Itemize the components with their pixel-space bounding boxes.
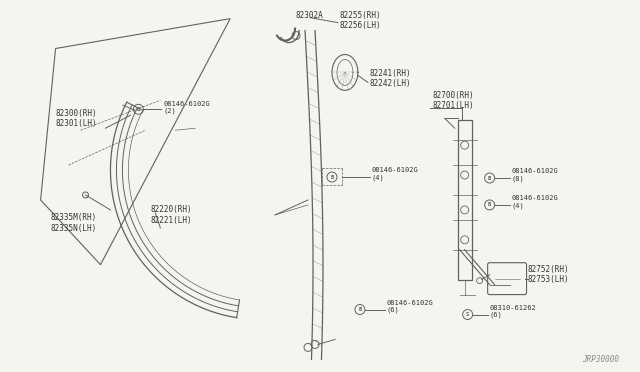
Text: 82220(RH)
82221(LH): 82220(RH) 82221(LH)	[150, 205, 192, 225]
Text: B: B	[488, 176, 492, 180]
Text: 08146-6102G
(4): 08146-6102G (4)	[511, 195, 558, 209]
Text: S: S	[466, 312, 469, 317]
Text: 82302A: 82302A	[295, 11, 323, 20]
Text: B: B	[488, 202, 492, 208]
Text: JRP30000: JRP30000	[582, 355, 620, 364]
Text: 08146-6102G
(6): 08146-6102G (6)	[387, 300, 434, 313]
Text: B: B	[330, 174, 333, 180]
Text: 08146-6102G
(4): 08146-6102G (4)	[372, 167, 419, 181]
Text: 82335M(RH)
82335N(LH): 82335M(RH) 82335N(LH)	[51, 213, 97, 232]
Text: 82700(RH)
82701(LH): 82700(RH) 82701(LH)	[433, 91, 474, 110]
Text: 82255(RH)
82256(LH): 82255(RH) 82256(LH)	[340, 11, 381, 31]
Text: 08310-61262
(6): 08310-61262 (6)	[490, 305, 536, 318]
Text: 82300(RH)
82301(LH): 82300(RH) 82301(LH)	[56, 109, 97, 128]
Text: 82752(RH)
82753(LH): 82752(RH) 82753(LH)	[527, 265, 569, 284]
Text: 08146-6102G
(8): 08146-6102G (8)	[511, 168, 558, 182]
Text: B: B	[137, 107, 140, 112]
Text: B: B	[358, 307, 362, 312]
Text: 82241(RH)
82242(LH): 82241(RH) 82242(LH)	[370, 69, 412, 88]
Bar	[458, 120, 472, 280]
Text: 08146-6102G
(2): 08146-6102G (2)	[163, 100, 210, 114]
